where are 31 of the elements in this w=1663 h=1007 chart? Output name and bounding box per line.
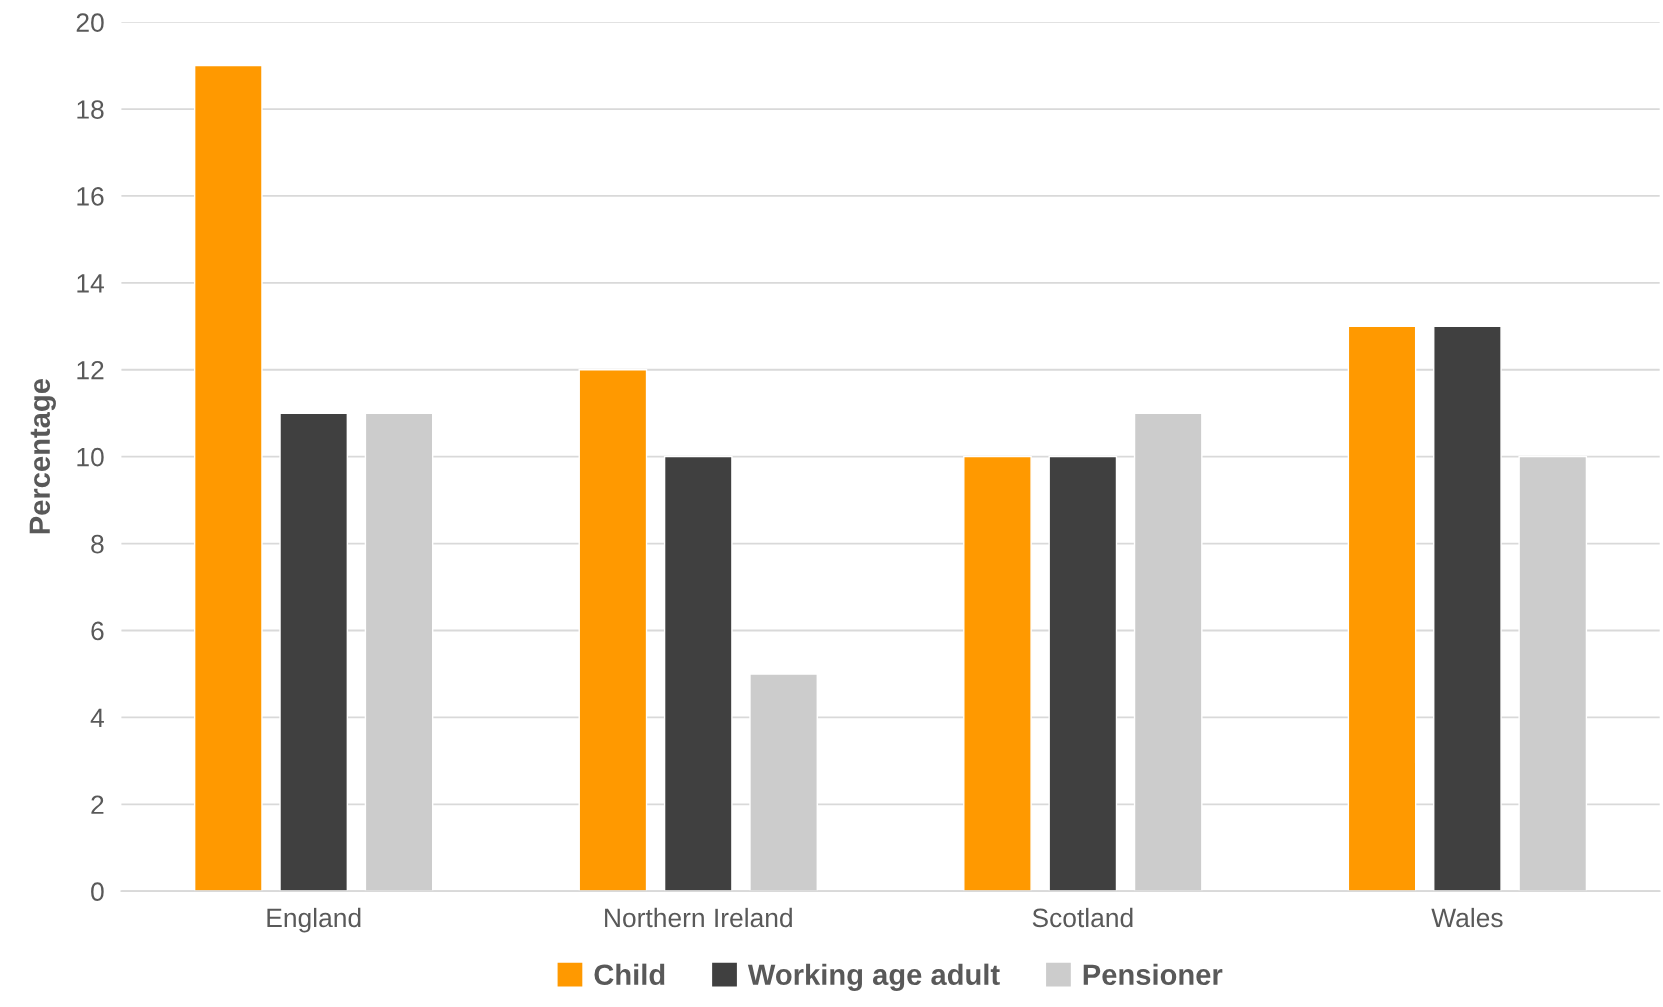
- y-tick-label: 0: [91, 882, 104, 902]
- bar: [1347, 325, 1417, 892]
- y-tick-label: 14: [77, 274, 104, 293]
- bar: [578, 369, 648, 892]
- legend-label: Child: [594, 963, 665, 986]
- x-tick-label: Wales: [1431, 907, 1503, 928]
- y-axis-title: Percentage: [29, 379, 56, 534]
- y-tick-label: 16: [77, 187, 104, 206]
- legend-label: Working age adult: [747, 963, 1000, 991]
- y-tick-label: 12: [77, 360, 104, 380]
- y-tick-label: 18: [77, 100, 104, 119]
- bar: [364, 412, 434, 892]
- y-tick-label: 4: [90, 708, 104, 727]
- legend-label: Pensioner: [1083, 963, 1223, 986]
- y-tick-label: 2: [91, 795, 104, 814]
- x-tick-label: Northern Ireland: [605, 907, 792, 928]
- y-tick-label: 6: [91, 621, 104, 641]
- bar: [1133, 412, 1203, 892]
- bar: [1048, 455, 1118, 892]
- bar: [279, 412, 349, 892]
- bar: [1433, 325, 1502, 892]
- bar: [963, 455, 1032, 892]
- bar: [663, 455, 733, 892]
- y-tick-label: 20: [76, 13, 104, 32]
- y-tick-label: 8: [91, 534, 104, 554]
- bar: [749, 673, 818, 892]
- x-tick-label: England: [267, 907, 361, 933]
- bar: [193, 64, 263, 892]
- x-tick-label: Scotland: [1032, 907, 1133, 928]
- bar: [1518, 455, 1588, 892]
- y-tick-label: 10: [77, 447, 104, 467]
